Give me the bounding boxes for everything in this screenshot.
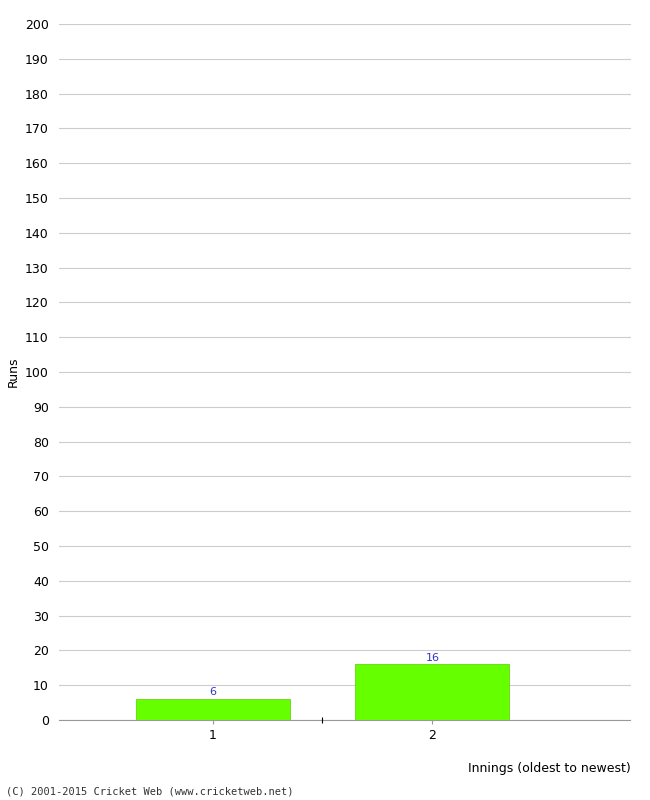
Bar <box>356 664 510 720</box>
Text: (C) 2001-2015 Cricket Web (www.cricketweb.net): (C) 2001-2015 Cricket Web (www.cricketwe… <box>6 786 294 796</box>
Y-axis label: Runs: Runs <box>6 357 20 387</box>
Text: 16: 16 <box>426 653 439 662</box>
Text: 6: 6 <box>209 687 216 698</box>
Text: Innings (oldest to newest): Innings (oldest to newest) <box>468 762 630 774</box>
Bar <box>135 699 289 720</box>
